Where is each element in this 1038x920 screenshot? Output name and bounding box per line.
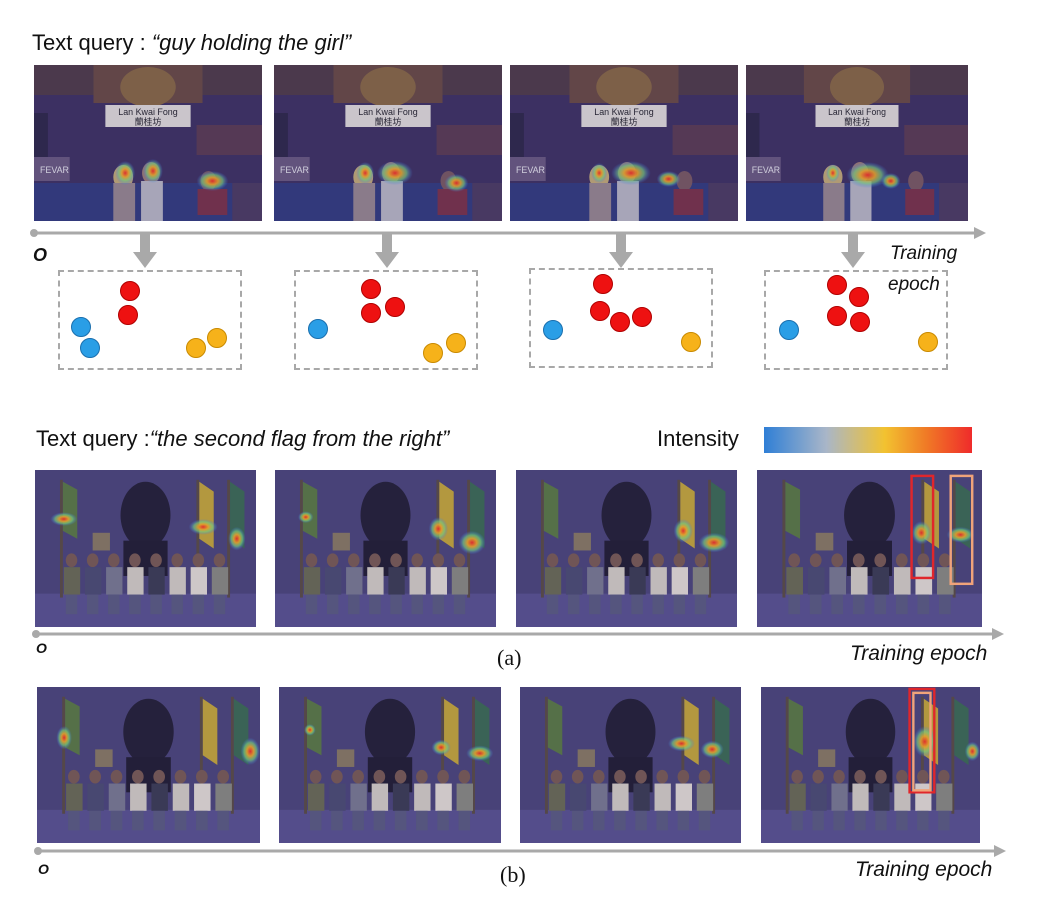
cluster-box-1: [58, 270, 242, 370]
b-axis-label: Training epoch: [855, 858, 993, 881]
cluster-dot-red: [827, 306, 847, 326]
sign-chinese: 蘭桂坊: [611, 116, 638, 128]
top-photo-1: Lan Kwai Fong 蘭桂坊 FEVAR: [34, 65, 262, 221]
top-photo-2: Lan Kwai Fong 蘭桂坊 FEVAR: [274, 65, 502, 221]
b-photo-4: [761, 687, 980, 843]
a-photo-2: [275, 470, 496, 627]
sign-chinese: 蘭桂坊: [135, 116, 162, 128]
b-caption: (b): [500, 862, 526, 887]
cluster-dot-orange: [681, 332, 701, 352]
down-arrow-3: [609, 234, 633, 268]
down-arrow-2: [375, 234, 399, 268]
sign-english: Lan Kwai Fong: [118, 107, 177, 117]
store-sign: FEVAR: [280, 165, 310, 175]
cluster-box-2: [294, 270, 478, 370]
cluster-dot-blue: [779, 320, 799, 340]
cluster-dot-blue: [543, 320, 563, 340]
store-sign: FEVAR: [752, 165, 780, 175]
a-axis-label: Training epoch: [850, 642, 988, 665]
cluster-dot-red: [118, 305, 138, 325]
highlight-box: [949, 474, 974, 586]
a-origin-label: O: [36, 640, 47, 656]
cluster-dot-orange: [423, 343, 443, 363]
cluster-dot-red: [593, 274, 613, 294]
cluster-dot-blue: [308, 319, 328, 339]
highlight-box: [912, 691, 932, 792]
top-axis-label-line2: epoch: [888, 274, 940, 295]
cluster-dot-red: [361, 303, 381, 323]
store-sign: FEVAR: [516, 165, 546, 175]
b-origin-label: O: [38, 861, 49, 877]
cluster-dot-red: [120, 281, 140, 301]
sign-english: Lan Kwai Fong: [358, 107, 417, 117]
cluster-dot-blue: [80, 338, 100, 358]
cluster-dot-red: [610, 312, 630, 332]
b-photo-2: [279, 687, 501, 843]
b-photo-3: [520, 687, 741, 843]
a-epoch-axis: [32, 628, 1004, 640]
cluster-box-4: [764, 270, 948, 370]
cluster-dot-orange: [186, 338, 206, 358]
store-sign: FEVAR: [40, 165, 70, 175]
top-query-text: Text query : “guy holding the girl”: [32, 30, 352, 55]
down-arrow-1: [133, 234, 157, 268]
cluster-dot-red: [361, 279, 381, 299]
sign-english: Lan Kwai Fong: [828, 107, 886, 117]
top-photo-4: Lan Kwai Fong 蘭桂坊 FEVAR: [746, 65, 968, 221]
cluster-dot-red: [849, 287, 869, 307]
cluster-box-3: [529, 268, 713, 368]
cluster-dot-red: [850, 312, 870, 332]
cluster-dot-red: [632, 307, 652, 327]
a-query-text: Text query :“the second flag from the ri…: [36, 426, 450, 451]
b-epoch-axis: [34, 845, 1006, 857]
cluster-dot-red: [827, 275, 847, 295]
top-axis-label-line1: Training: [890, 243, 958, 264]
sign-chinese: 蘭桂坊: [375, 116, 402, 128]
a-caption: (a): [497, 645, 522, 670]
highlight-box: [908, 687, 936, 794]
b-photo-1: [37, 687, 260, 843]
cluster-dot-orange: [918, 332, 938, 352]
sign-chinese: 蘭桂坊: [844, 116, 870, 128]
cluster-dot-red: [385, 297, 405, 317]
top-photo-3: Lan Kwai Fong 蘭桂坊 FEVAR: [510, 65, 738, 221]
a-photo-4: [757, 470, 982, 627]
sign-english: Lan Kwai Fong: [594, 107, 653, 117]
top-epoch-axis: [30, 227, 986, 239]
cluster-dot-orange: [446, 333, 466, 353]
intensity-label: Intensity: [657, 426, 739, 451]
intensity-colorbar: [764, 427, 972, 453]
cluster-dot-blue: [71, 317, 91, 337]
a-photo-3: [516, 470, 737, 627]
cluster-dot-red: [590, 301, 610, 321]
cluster-dot-orange: [207, 328, 227, 348]
highlight-box: [910, 474, 935, 580]
a-photo-1: [35, 470, 256, 627]
top-origin-label: O: [33, 245, 48, 265]
down-arrow-4: [841, 234, 865, 268]
